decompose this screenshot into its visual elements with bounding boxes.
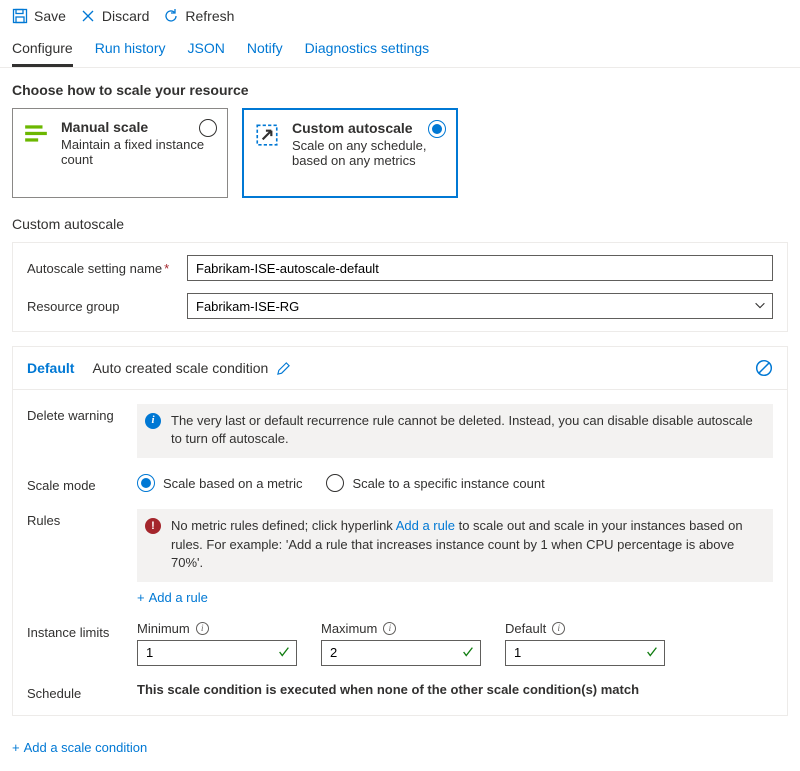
command-bar: Save Discard Refresh	[0, 0, 800, 30]
min-input[interactable]	[137, 640, 297, 666]
save-icon	[12, 8, 28, 24]
check-icon	[277, 645, 291, 659]
setting-name-label: Autoscale setting name*	[27, 261, 187, 276]
section-title: Choose how to scale your resource	[0, 68, 800, 108]
schedule-label: Schedule	[27, 682, 137, 701]
custom-autoscale-header: Custom autoscale	[0, 198, 800, 242]
manual-scale-sub: Maintain a fixed instance count	[61, 137, 215, 167]
max-input[interactable]	[321, 640, 481, 666]
setting-name-input[interactable]	[187, 255, 773, 281]
tab-diagnostics[interactable]: Diagnostics settings	[305, 34, 430, 67]
tab-run-history[interactable]: Run history	[95, 34, 166, 67]
check-icon	[645, 645, 659, 659]
save-button[interactable]: Save	[12, 8, 66, 24]
manual-scale-title: Manual scale	[61, 119, 215, 135]
info-icon[interactable]: i	[552, 622, 565, 635]
check-icon	[461, 645, 475, 659]
scale-mode-metric[interactable]: Scale based on a metric	[137, 474, 302, 492]
manual-scale-card[interactable]: Manual scale Maintain a fixed instance c…	[12, 108, 228, 198]
min-label: Minimum	[137, 621, 190, 636]
add-rule-link[interactable]: + Add a rule	[137, 590, 773, 605]
tab-configure[interactable]: Configure	[12, 34, 73, 67]
tab-json[interactable]: JSON	[188, 34, 225, 67]
custom-autoscale-radio[interactable]	[428, 120, 446, 138]
save-label: Save	[34, 8, 66, 24]
max-label: Maximum	[321, 621, 377, 636]
custom-autoscale-title: Custom autoscale	[292, 120, 444, 136]
discard-icon	[80, 8, 96, 24]
rules-inline-link[interactable]: Add a rule	[396, 518, 455, 533]
error-icon: !	[145, 518, 161, 534]
plus-icon: +	[12, 740, 20, 755]
discard-button[interactable]: Discard	[80, 8, 149, 24]
prohibit-icon[interactable]	[755, 359, 773, 377]
rules-msg-pre: No metric rules defined; click hyperlink	[171, 518, 396, 533]
rules-label: Rules	[27, 509, 137, 605]
resource-group-select[interactable]	[187, 293, 773, 319]
chevron-down-icon	[753, 298, 767, 312]
manual-scale-radio[interactable]	[199, 119, 217, 137]
delete-warning-box: i The very last or default recurrence ru…	[137, 404, 773, 458]
resource-group-label: Resource group	[27, 299, 187, 314]
delete-warning-label: Delete warning	[27, 404, 137, 458]
refresh-button[interactable]: Refresh	[163, 8, 234, 24]
add-scale-condition-link[interactable]: + Add a scale condition	[12, 740, 788, 755]
info-icon[interactable]: i	[383, 622, 396, 635]
scale-option-group: Manual scale Maintain a fixed instance c…	[0, 108, 800, 198]
scale-mode-label: Scale mode	[27, 474, 137, 493]
custom-autoscale-card[interactable]: Custom autoscale Scale on any schedule, …	[242, 108, 458, 198]
info-icon: i	[145, 413, 161, 429]
custom-autoscale-sub: Scale on any schedule, based on any metr…	[292, 138, 444, 168]
tab-strip: Configure Run history JSON Notify Diagno…	[0, 30, 800, 68]
scale-condition-default: Default Auto created scale condition Del…	[12, 346, 788, 716]
discard-label: Discard	[102, 8, 149, 24]
schedule-text: This scale condition is executed when no…	[137, 682, 773, 697]
refresh-label: Refresh	[185, 8, 234, 24]
instance-limits-label: Instance limits	[27, 621, 137, 666]
custom-autoscale-icon	[254, 120, 282, 186]
manual-scale-icon	[23, 119, 51, 187]
delete-warning-text: The very last or default recurrence rule…	[171, 413, 753, 446]
autoscale-settings-form: Autoscale setting name* Resource group	[12, 242, 788, 332]
plus-icon: +	[137, 590, 145, 605]
tab-notify[interactable]: Notify	[247, 34, 283, 67]
def-input[interactable]	[505, 640, 665, 666]
scale-mode-count[interactable]: Scale to a specific instance count	[326, 474, 544, 492]
def-label: Default	[505, 621, 546, 636]
refresh-icon	[163, 8, 179, 24]
info-icon[interactable]: i	[196, 622, 209, 635]
rules-warning-box: ! No metric rules defined; click hyperli…	[137, 509, 773, 582]
condition-desc: Auto created scale condition	[92, 360, 268, 376]
condition-name[interactable]: Default	[27, 360, 74, 376]
edit-icon[interactable]	[276, 361, 291, 376]
